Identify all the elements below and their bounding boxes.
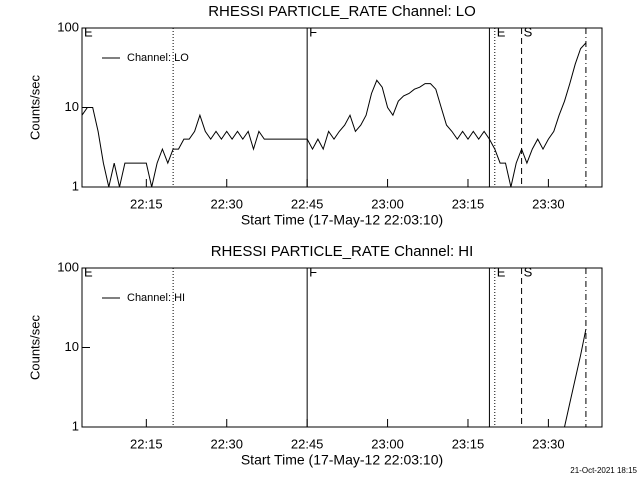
event-label: S	[524, 24, 533, 39]
chart-title: RHESSI PARTICLE_RATE Channel: LO	[208, 3, 476, 20]
x-tick-label: 23:15	[452, 196, 485, 211]
y-tick-label: 10	[65, 99, 79, 114]
y-axis-label: Counts/sec	[27, 314, 42, 380]
legend-label: Channel: LO	[127, 52, 189, 64]
x-axis-label: Start Time (17-May-12 22:03:10)	[241, 212, 443, 228]
y-axis-label: Counts/sec	[27, 74, 42, 140]
data-line	[564, 329, 587, 428]
y-tick-label: 1	[72, 178, 79, 193]
y-tick-label: 1	[72, 418, 79, 433]
event-label: F	[309, 24, 317, 39]
chart-title: RHESSI PARTICLE_RATE Channel: HI	[211, 243, 474, 260]
x-tick-label: 22:30	[210, 436, 243, 451]
event-label: E	[84, 264, 93, 279]
y-tick-label: 10	[65, 339, 79, 354]
x-tick-label: 22:15	[130, 196, 163, 211]
x-tick-label: 23:00	[371, 196, 404, 211]
event-label: F	[309, 264, 317, 279]
x-tick-label: 23:00	[371, 436, 404, 451]
x-tick-label: 22:30	[210, 196, 243, 211]
x-axis-label: Start Time (17-May-12 22:03:10)	[241, 452, 443, 468]
x-tick-label: 22:45	[291, 436, 324, 451]
data-line	[81, 42, 587, 188]
footer: 21-Oct-2021 18:15	[570, 466, 637, 475]
event-label: S	[524, 264, 533, 279]
y-tick-label: 100	[57, 259, 79, 274]
legend-label: Channel: HI	[127, 292, 185, 304]
x-tick-label: 23:30	[532, 196, 565, 211]
y-tick-label: 100	[57, 19, 79, 34]
x-tick-label: 23:15	[452, 436, 485, 451]
x-tick-label: 22:15	[130, 436, 163, 451]
event-label: E	[84, 24, 93, 39]
x-tick-label: 22:45	[291, 196, 324, 211]
event-label: E	[497, 264, 506, 279]
x-tick-label: 23:30	[532, 436, 565, 451]
event-label: E	[497, 24, 506, 39]
